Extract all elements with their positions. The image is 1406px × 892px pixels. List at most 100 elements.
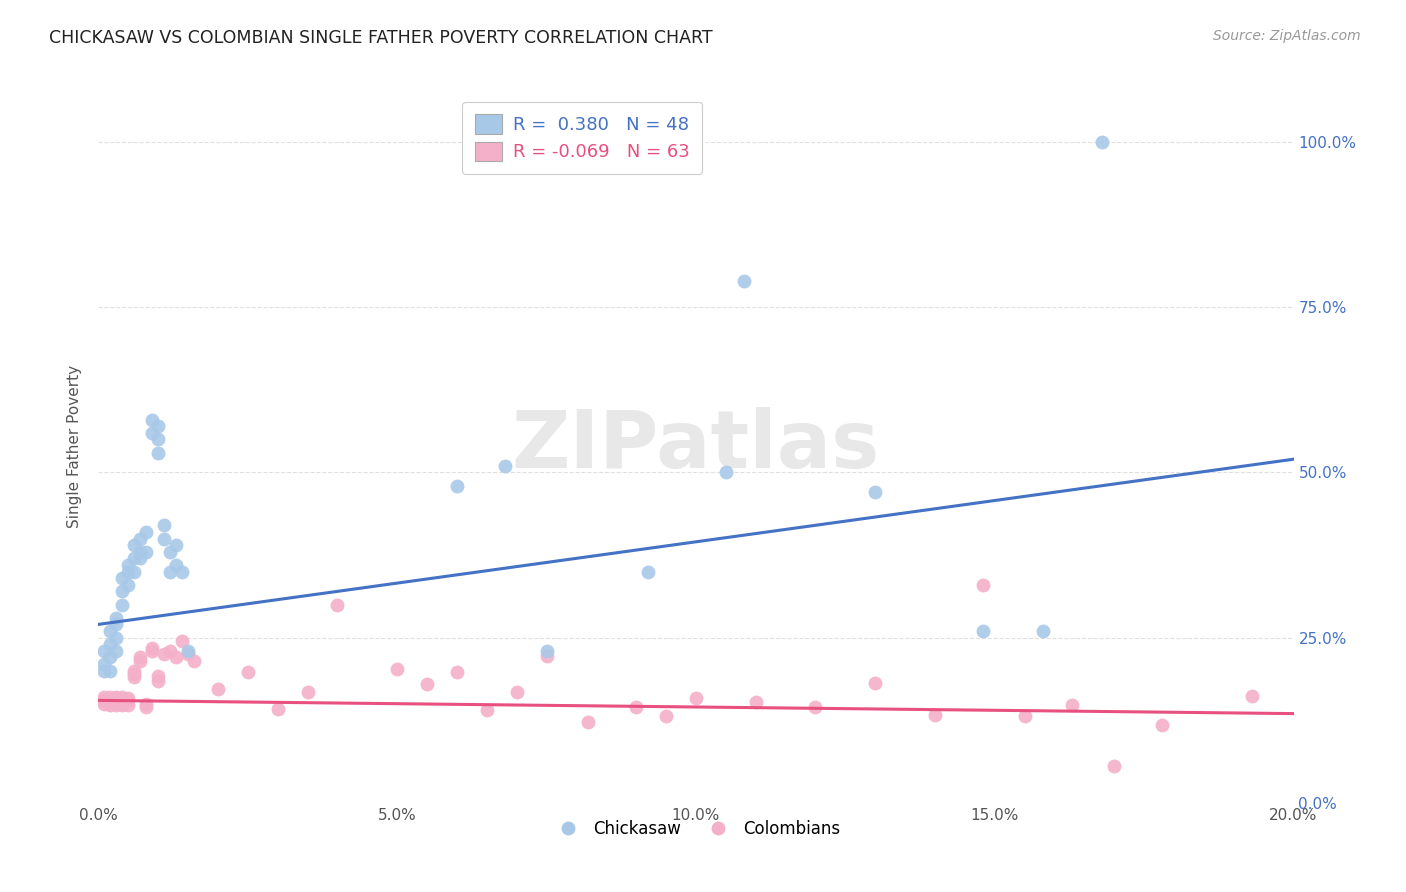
Point — [236, 665, 259, 679]
Point — [111, 698, 134, 712]
Point — [972, 624, 994, 638]
Point — [637, 565, 659, 579]
Point — [177, 647, 200, 661]
Point — [141, 640, 163, 655]
Point — [135, 524, 157, 539]
Point — [98, 664, 122, 678]
Point — [446, 665, 468, 679]
Point — [105, 693, 128, 707]
Point — [172, 565, 194, 579]
Point — [93, 693, 115, 707]
Point — [124, 670, 146, 684]
Point — [626, 700, 648, 714]
Legend: Chickasaw, Colombians: Chickasaw, Colombians — [546, 814, 846, 845]
Point — [1104, 759, 1126, 773]
Point — [129, 532, 152, 546]
Point — [98, 690, 122, 704]
Point — [117, 698, 139, 712]
Point — [267, 702, 290, 716]
Point — [124, 538, 146, 552]
Point — [506, 685, 529, 699]
Text: CHICKASAW VS COLOMBIAN SINGLE FATHER POVERTY CORRELATION CHART: CHICKASAW VS COLOMBIAN SINGLE FATHER POV… — [49, 29, 713, 46]
Point — [98, 695, 122, 709]
Point — [148, 445, 170, 459]
Point — [111, 571, 134, 585]
Point — [105, 690, 128, 704]
Point — [141, 425, 163, 440]
Point — [98, 693, 122, 707]
Point — [475, 703, 498, 717]
Point — [105, 698, 128, 712]
Point — [148, 433, 170, 447]
Point — [183, 654, 205, 668]
Point — [153, 532, 176, 546]
Point — [1152, 718, 1174, 732]
Point — [124, 551, 146, 566]
Point — [117, 565, 139, 579]
Point — [1014, 708, 1036, 723]
Point — [446, 478, 468, 492]
Point — [416, 677, 439, 691]
Point — [98, 697, 122, 711]
Point — [117, 558, 139, 572]
Point — [685, 691, 707, 706]
Point — [105, 691, 128, 706]
Point — [129, 545, 152, 559]
Point — [159, 644, 181, 658]
Point — [129, 654, 152, 668]
Point — [177, 644, 200, 658]
Point — [135, 700, 157, 714]
Point — [804, 700, 827, 714]
Point — [93, 693, 115, 707]
Point — [111, 598, 134, 612]
Point — [733, 274, 755, 288]
Point — [172, 634, 194, 648]
Point — [159, 545, 181, 559]
Point — [98, 650, 122, 665]
Point — [141, 412, 163, 426]
Point — [93, 664, 115, 678]
Point — [141, 644, 163, 658]
Point — [714, 466, 737, 480]
Point — [129, 551, 152, 566]
Point — [865, 485, 887, 500]
Point — [105, 617, 128, 632]
Point — [385, 662, 409, 676]
Point — [93, 657, 115, 671]
Point — [655, 708, 678, 723]
Point — [129, 650, 152, 665]
Point — [98, 637, 122, 651]
Point — [124, 667, 146, 681]
Point — [165, 650, 187, 665]
Point — [865, 675, 887, 690]
Point — [124, 565, 146, 579]
Point — [105, 611, 128, 625]
Point — [105, 695, 128, 709]
Point — [1240, 689, 1263, 703]
Point — [326, 598, 349, 612]
Point — [98, 698, 122, 712]
Point — [117, 578, 139, 592]
Point — [111, 584, 134, 599]
Point — [148, 673, 170, 688]
Point — [159, 565, 181, 579]
Point — [135, 697, 157, 711]
Point — [578, 715, 600, 730]
Point — [153, 518, 176, 533]
Point — [1091, 135, 1114, 149]
Point — [124, 664, 146, 678]
Point — [165, 558, 187, 572]
Point — [494, 458, 516, 473]
Point — [98, 624, 122, 638]
Y-axis label: Single Father Poverty: Single Father Poverty — [67, 365, 83, 527]
Point — [1062, 698, 1084, 712]
Point — [105, 631, 128, 645]
Point — [105, 644, 128, 658]
Point — [111, 697, 134, 711]
Point — [117, 691, 139, 706]
Point — [972, 578, 994, 592]
Point — [93, 690, 115, 704]
Point — [111, 693, 134, 707]
Point — [165, 538, 187, 552]
Point — [148, 669, 170, 683]
